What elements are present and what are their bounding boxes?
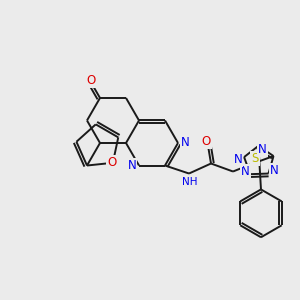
Text: N: N	[258, 143, 267, 156]
Text: O: O	[86, 74, 96, 87]
Text: O: O	[201, 135, 211, 148]
Text: S: S	[251, 152, 259, 165]
Text: N: N	[241, 165, 250, 178]
Text: NH: NH	[182, 176, 198, 187]
Text: N: N	[234, 153, 242, 166]
Text: N: N	[181, 136, 189, 149]
Text: O: O	[107, 156, 116, 169]
Text: N: N	[128, 159, 136, 172]
Text: N: N	[270, 164, 279, 177]
